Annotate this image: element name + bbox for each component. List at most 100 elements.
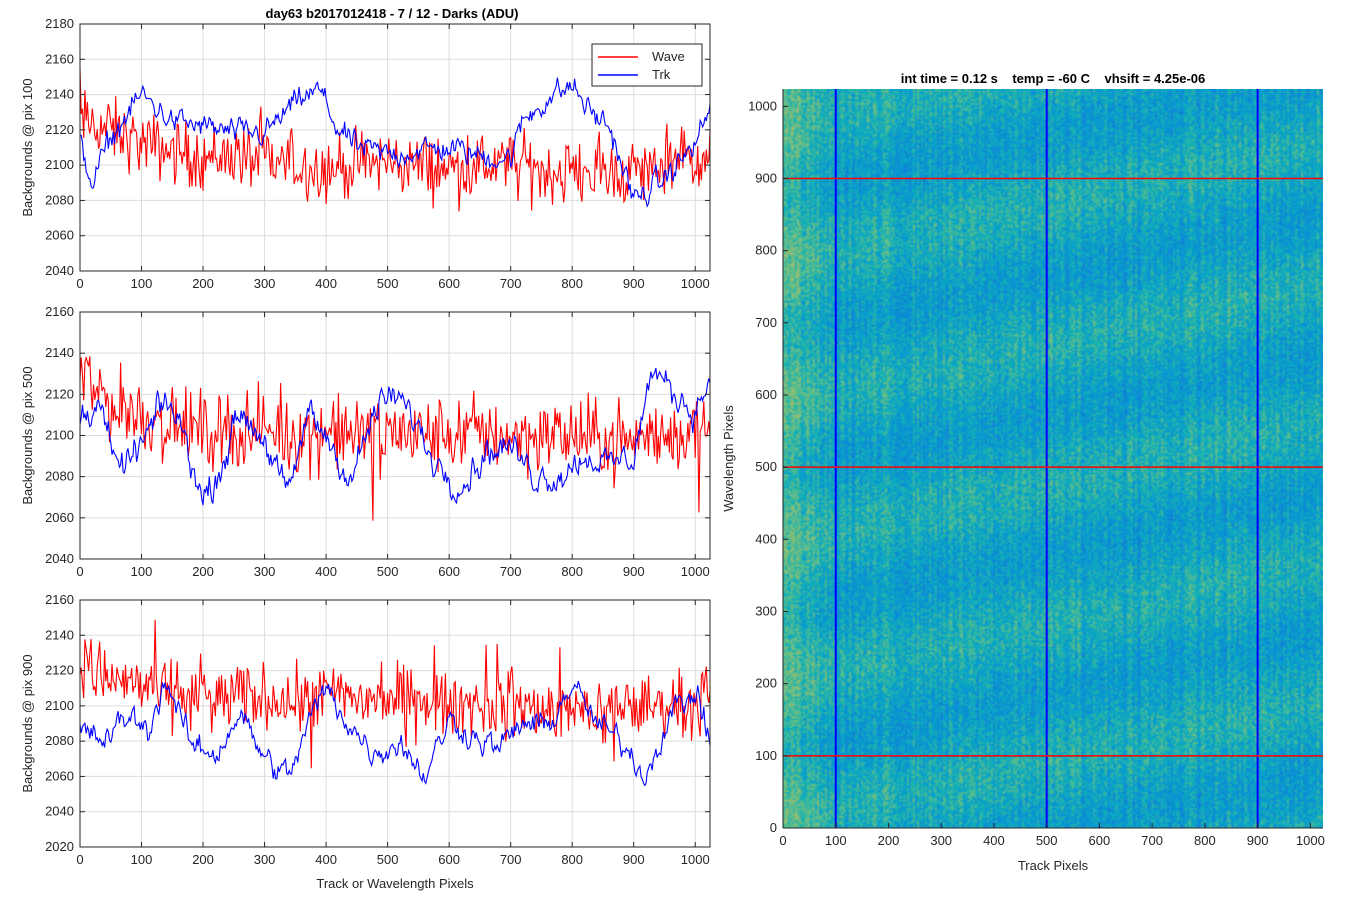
plot-area	[80, 600, 710, 847]
y-tick-label: 200	[755, 676, 777, 691]
axes-box	[79, 23, 711, 272]
series-line-wave	[80, 67, 710, 212]
y-tick-label: 300	[755, 603, 777, 618]
y-tick-label: 2100	[45, 428, 74, 443]
x-tick-label: 600	[438, 852, 460, 867]
shared-x-axis-label: Track or Wavelength Pixels	[316, 876, 474, 891]
y-tick-label: 800	[755, 243, 777, 258]
y-tick-label: 2160	[45, 592, 74, 607]
x-tick-label: 0	[76, 276, 83, 291]
series-line-trk	[80, 77, 710, 208]
y-tick-label: 2100	[45, 157, 74, 172]
series-line-trk	[80, 367, 710, 506]
x-tick-label: 800	[561, 276, 583, 291]
x-tick-label: 400	[315, 276, 337, 291]
x-tick-label: 0	[76, 852, 83, 867]
x-tick-label: 700	[500, 276, 522, 291]
plot-panels: 0 100 200 300 400 500 600 700 800 900 100020402060…	[20, 16, 1325, 873]
y-tick-label: 2040	[45, 804, 74, 819]
y-tick-label: 2140	[45, 345, 74, 360]
x-tick-label: 500	[1036, 833, 1058, 848]
y-tick-label: 900	[755, 170, 777, 185]
y-tick-label: 2040	[45, 551, 74, 566]
x-tick-label: 400	[315, 852, 337, 867]
x-tick-label: 300	[254, 564, 276, 579]
y-tick-label: 2060	[45, 768, 74, 783]
x-tick-label: 400	[983, 833, 1005, 848]
x-tick-label: 500	[377, 852, 399, 867]
x-tick-label: 400	[315, 564, 337, 579]
y-axis-label: Backgrounds @ pix 500	[20, 366, 35, 504]
y-tick-label: 2140	[45, 627, 74, 642]
y-tick-label: 2100	[45, 698, 74, 713]
x-tick-label: 900	[623, 852, 645, 867]
legend: Wave Trk	[591, 43, 703, 87]
heatmap-x-axis-label: Track Pixels	[1018, 858, 1089, 873]
x-tick-label: 1000	[681, 276, 710, 291]
y-tick-label: 1000	[748, 98, 777, 113]
legend-entry: Trk	[652, 67, 671, 82]
y-axis-label: Backgrounds @ pix 100	[20, 78, 35, 216]
y-tick-label: 500	[755, 459, 777, 474]
x-tick-label: 0	[76, 564, 83, 579]
y-tick-label: 2020	[45, 839, 74, 854]
x-tick-label: 800	[561, 564, 583, 579]
legend-box	[591, 43, 703, 87]
series-line-trk	[80, 680, 710, 787]
axes-box	[79, 311, 711, 560]
x-tick-label: 300	[254, 276, 276, 291]
x-tick-label: 600	[438, 276, 460, 291]
x-tick-label: 200	[192, 564, 214, 579]
y-tick-label: 2160	[45, 51, 74, 66]
y-tick-label: 700	[755, 315, 777, 330]
y-tick-label: 2120	[45, 122, 74, 137]
legend-entry: Wave	[652, 49, 685, 64]
line-panel-2: 0 100 200 300 400 500 600 700 800 900 1000 2040 2060…	[20, 304, 711, 579]
x-tick-label: 800	[561, 852, 583, 867]
heatmap-panel: 0 100 200 300 400 500 600 700 800 900 1000 0 100 200 3…	[721, 71, 1325, 873]
y-tick-label: 2080	[45, 733, 74, 748]
y-axis-label: Backgrounds @ pix 900	[20, 654, 35, 792]
x-tick-label: 100	[131, 276, 153, 291]
x-tick-label: 900	[623, 564, 645, 579]
x-tick-label: 0	[779, 833, 786, 848]
x-tick-label: 100	[131, 852, 153, 867]
x-tick-label: 1000	[681, 852, 710, 867]
y-tick-label: 2080	[45, 192, 74, 207]
y-tick-label: 2160	[45, 304, 74, 319]
x-tick-label: 100	[131, 564, 153, 579]
x-tick-label: 900	[623, 276, 645, 291]
y-tick-label: 2060	[45, 228, 74, 243]
y-tick-label: 2060	[45, 510, 74, 525]
series-line-wave	[80, 356, 710, 521]
y-tick-label: 2120	[45, 386, 74, 401]
y-tick-label: 2140	[45, 87, 74, 102]
x-tick-label: 700	[500, 564, 522, 579]
x-tick-label: 300	[254, 852, 276, 867]
x-tick-label: 500	[377, 276, 399, 291]
axes-box	[79, 599, 711, 848]
heatmap-image	[783, 89, 1323, 828]
y-tick-label: 2180	[45, 16, 74, 31]
x-tick-label: 100	[825, 833, 847, 848]
y-tick-label: 2120	[45, 663, 74, 678]
series-line-wave	[80, 619, 710, 769]
x-tick-label: 500	[377, 564, 399, 579]
heatmap-title: int time = 0.12 s temp = -60 C vhsift = …	[901, 71, 1206, 86]
y-tick-label: 2080	[45, 469, 74, 484]
y-tick-label: 0	[770, 820, 777, 835]
y-tick-label: 100	[755, 748, 777, 763]
line-panel-1: 0 100 200 300 400 500 600 700 800 900 1000 2040 2060…	[20, 16, 711, 291]
x-tick-label: 200	[192, 852, 214, 867]
x-tick-label: 600	[1089, 833, 1111, 848]
x-tick-label: 200	[878, 833, 900, 848]
line-panel-3: 0 100 200 300 400 500 600 700 800 900 1000 2020 2040…	[20, 592, 711, 867]
figure-title: day63 b2017012418 - 7 / 12 - Darks (ADU)	[266, 6, 519, 21]
heatmap-y-axis-label: Wavelength Pixels	[721, 405, 736, 512]
y-tick-label: 400	[755, 531, 777, 546]
x-tick-label: 700	[500, 852, 522, 867]
x-tick-label: 700	[1141, 833, 1163, 848]
x-tick-label: 900	[1247, 833, 1269, 848]
y-tick-label: 2040	[45, 263, 74, 278]
